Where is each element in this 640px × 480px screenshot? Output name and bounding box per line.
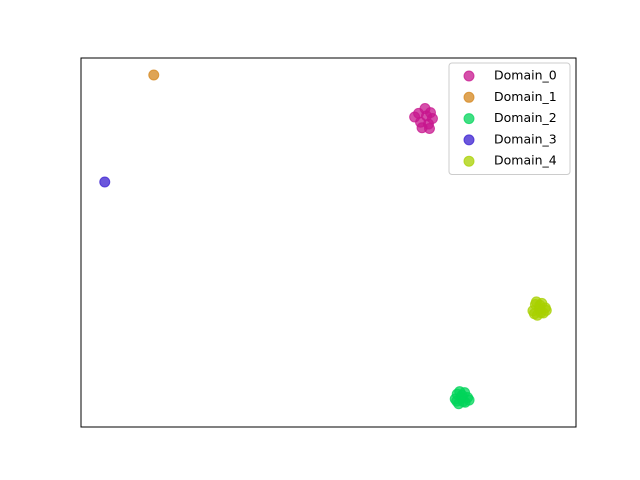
scatter-point — [456, 389, 468, 401]
scatter-point — [421, 110, 433, 122]
legend-label: Domain_2 — [494, 110, 557, 125]
legend-marker — [463, 91, 475, 103]
legend-marker — [463, 134, 475, 146]
legend-marker — [463, 155, 475, 167]
legend-box — [448, 62, 571, 175]
scatter-point — [409, 111, 421, 123]
scatter-point — [148, 69, 160, 81]
legend-marker — [463, 113, 475, 125]
legend-label: Domain_3 — [494, 131, 557, 146]
legend-marker — [463, 70, 475, 82]
legend-label: Domain_1 — [494, 89, 557, 104]
legend-label: Domain_0 — [494, 68, 557, 83]
legend-label: Domain_4 — [494, 153, 557, 168]
plot-points — [99, 69, 552, 410]
legend: Domain_0 Domain_1 Domain_2 Domain_3 Domain_4 — [448, 62, 571, 175]
plot-frame — [80, 57, 577, 428]
scatter-point — [534, 299, 546, 311]
scatter-point — [416, 122, 428, 134]
scatter-point — [528, 308, 540, 320]
scatter-point — [99, 176, 111, 188]
